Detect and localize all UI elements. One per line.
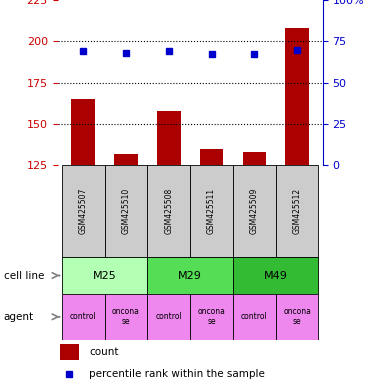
Bar [147,294,190,340]
Text: control: control [241,312,268,321]
Bar [157,111,181,165]
Bar [71,99,95,165]
Text: GSM425508: GSM425508 [164,188,173,234]
Bar [147,257,233,294]
Text: GSM425509: GSM425509 [250,188,259,234]
Text: percentile rank within the sample: percentile rank within the sample [89,369,265,379]
Text: GSM425507: GSM425507 [79,188,88,234]
Bar [105,165,147,257]
Text: oncona
se: oncona se [283,307,311,326]
Bar [62,294,105,340]
Text: GSM425510: GSM425510 [121,188,131,234]
Text: control: control [155,312,182,321]
Text: cell line: cell line [4,270,44,281]
Bar [62,165,105,257]
Text: GSM425512: GSM425512 [293,188,302,234]
Bar [190,294,233,340]
Bar [276,294,318,340]
Bar [285,28,309,165]
Text: control: control [70,312,96,321]
Text: M29: M29 [178,270,202,281]
Text: GSM425511: GSM425511 [207,188,216,234]
Bar [276,165,318,257]
Bar [147,165,190,257]
Bar [233,294,276,340]
Text: M49: M49 [264,270,288,281]
Text: count: count [89,347,119,357]
Bar [200,149,223,165]
Bar [233,257,318,294]
Bar [60,344,79,360]
Text: oncona
se: oncona se [112,307,140,326]
Text: M25: M25 [93,270,116,281]
Bar [233,165,276,257]
Bar [114,154,138,165]
Bar [62,257,147,294]
Text: agent: agent [4,312,34,322]
Bar [243,152,266,165]
Text: oncona
se: oncona se [198,307,226,326]
Bar [190,165,233,257]
Bar [105,294,147,340]
